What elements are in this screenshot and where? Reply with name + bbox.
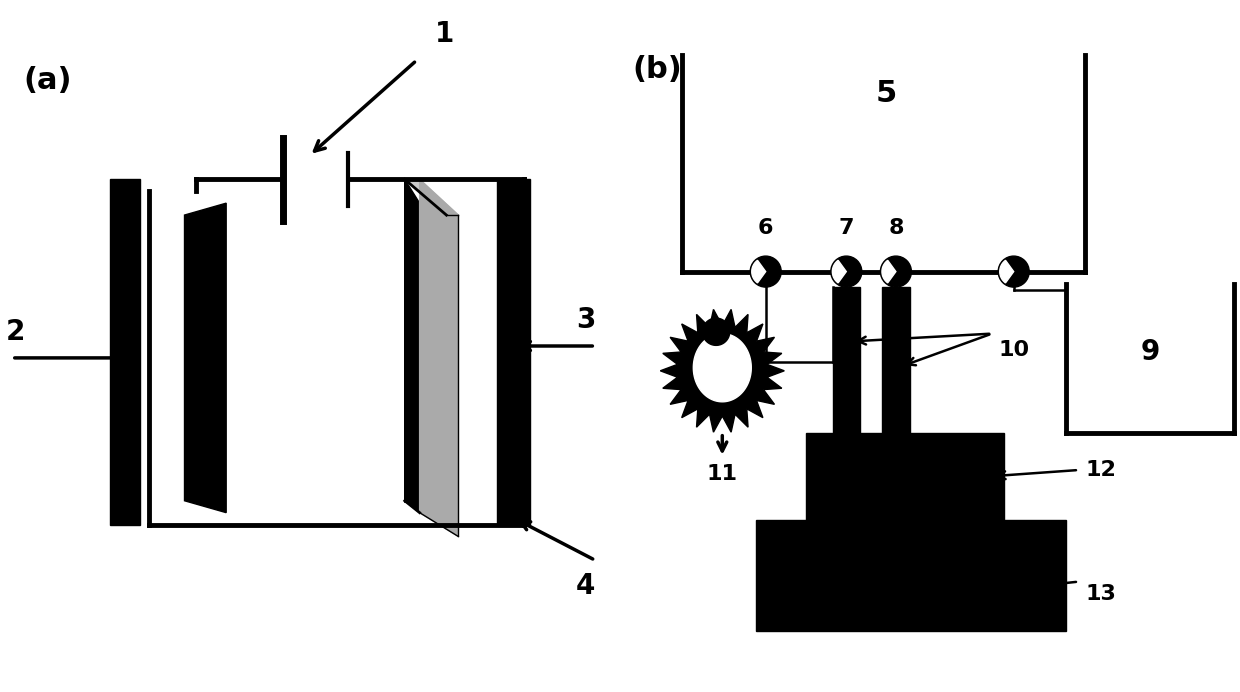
Text: (b): (b) <box>632 55 682 84</box>
Polygon shape <box>882 260 895 283</box>
Circle shape <box>831 256 862 287</box>
Text: 10: 10 <box>998 340 1029 360</box>
Polygon shape <box>999 260 1014 283</box>
Text: 13: 13 <box>1085 584 1116 604</box>
Text: 1: 1 <box>434 20 454 48</box>
Polygon shape <box>404 179 459 215</box>
Polygon shape <box>660 309 784 432</box>
Polygon shape <box>693 334 751 402</box>
Text: 2: 2 <box>6 318 25 346</box>
Circle shape <box>880 256 911 287</box>
Polygon shape <box>497 179 529 525</box>
Polygon shape <box>751 260 766 283</box>
Text: (a): (a) <box>24 66 72 95</box>
Text: 12: 12 <box>1085 460 1116 480</box>
Circle shape <box>750 256 781 287</box>
Polygon shape <box>806 432 1004 520</box>
Polygon shape <box>756 520 1066 631</box>
Polygon shape <box>703 318 729 345</box>
Text: 4: 4 <box>575 572 595 600</box>
Text: 9: 9 <box>1141 338 1159 366</box>
Polygon shape <box>404 179 419 513</box>
Polygon shape <box>419 179 459 536</box>
Text: 11: 11 <box>707 464 738 484</box>
Text: 5: 5 <box>875 80 898 109</box>
Polygon shape <box>883 287 909 432</box>
Circle shape <box>998 256 1029 287</box>
Polygon shape <box>832 260 846 283</box>
Polygon shape <box>185 203 226 513</box>
Polygon shape <box>110 179 140 525</box>
Text: 7: 7 <box>838 217 854 237</box>
Polygon shape <box>833 287 861 432</box>
Text: 8: 8 <box>888 217 904 237</box>
Text: 6: 6 <box>758 217 774 237</box>
Text: 3: 3 <box>575 306 595 334</box>
